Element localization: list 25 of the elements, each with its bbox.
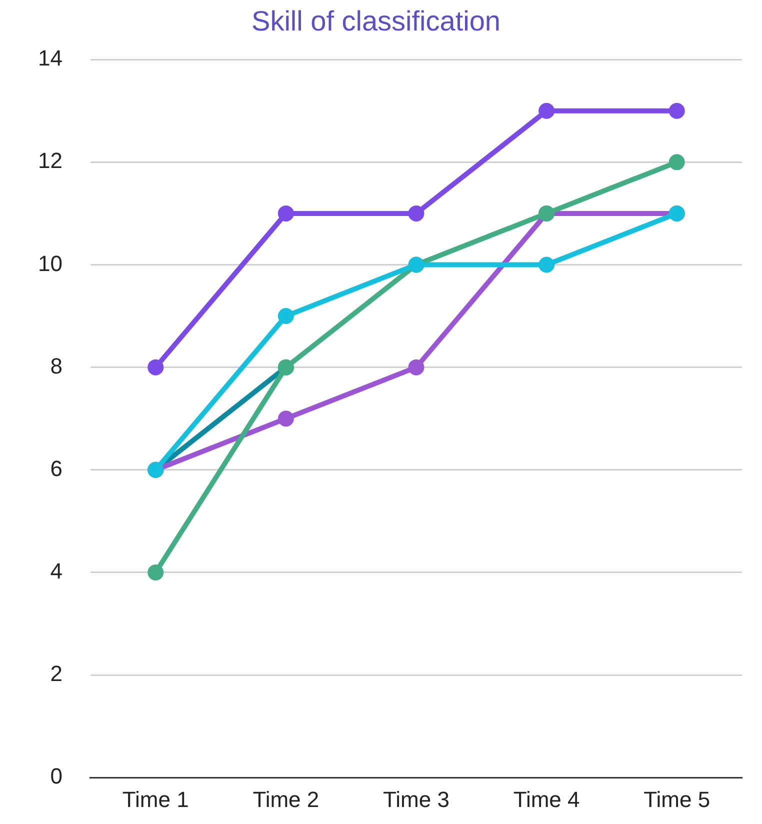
x-tick-label: Time 5 [644, 786, 710, 812]
point [278, 308, 294, 324]
y-tick-label: 0 [50, 764, 62, 789]
y-tick-label: 4 [50, 558, 62, 584]
point [668, 102, 685, 119]
point [148, 359, 164, 376]
y-tick-label: 10 [38, 250, 62, 276]
point [278, 205, 294, 222]
y-tick-label: 2 [50, 661, 62, 686]
point [408, 205, 424, 222]
point [668, 154, 685, 170]
x-tick-label: Time 3 [383, 786, 450, 812]
point [538, 102, 555, 119]
point [538, 256, 555, 273]
point [278, 410, 294, 427]
y-tick-label: 8 [50, 353, 62, 378]
point [408, 359, 424, 376]
point [148, 564, 164, 580]
y-tick-label: 6 [50, 456, 62, 481]
x-tick-label: Time 1 [122, 786, 189, 812]
y-tick-label: 14 [38, 46, 62, 71]
x-tick-label: Time 2 [252, 786, 320, 812]
y-tick-label: 12 [38, 148, 62, 174]
chart-title: Skill of classification [252, 6, 500, 37]
x-tick-label: Time 4 [513, 786, 580, 812]
